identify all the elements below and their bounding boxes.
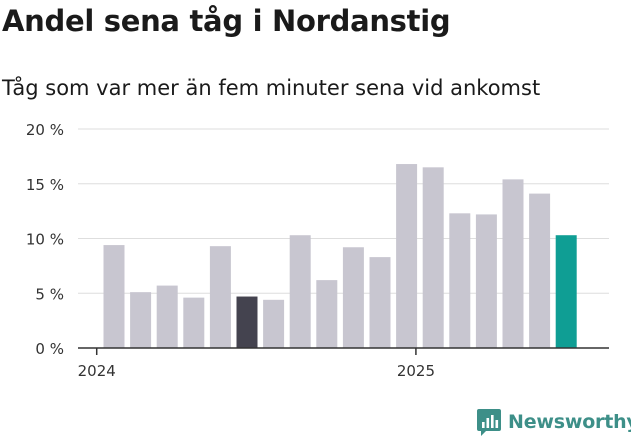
bar[interactable]: [289, 235, 311, 348]
brand-name: Newsworthy: [508, 411, 631, 433]
bar[interactable]: [103, 245, 125, 348]
newsworthy-logo-icon: [477, 409, 501, 436]
y-axis-ticks: 0 % 5 % 10 % 15 % 20 %: [26, 121, 64, 358]
bar[interactable]: [396, 164, 418, 348]
y-tick-label: 5 %: [35, 285, 64, 303]
bar[interactable]: [475, 214, 497, 348]
bar[interactable]: [449, 213, 471, 348]
bar[interactable]: [369, 257, 391, 348]
bar[interactable]: [263, 299, 285, 348]
bar[interactable]: [156, 285, 178, 348]
x-tick-label: 2024: [78, 362, 116, 380]
bar[interactable]: [183, 297, 205, 348]
bar[interactable]: [422, 167, 444, 348]
x-axis: 2024 2025: [78, 347, 609, 380]
bar[interactable]: [236, 296, 258, 348]
bar[interactable]: [342, 247, 364, 348]
bars: [103, 164, 577, 348]
bar[interactable]: [529, 193, 551, 348]
bar[interactable]: [209, 246, 231, 348]
bar[interactable]: [502, 179, 524, 348]
brand-logo[interactable]: Newsworthy: [476, 407, 631, 437]
y-tick-label: 15 %: [26, 176, 64, 194]
bar[interactable]: [130, 292, 152, 348]
chart-subtitle: Tåg som var mer än fem minuter sena vid …: [2, 76, 541, 100]
y-tick-label: 10 %: [26, 231, 64, 249]
y-tick-label: 20 %: [26, 121, 64, 139]
bar[interactable]: [316, 280, 338, 348]
x-tick-label: 2025: [397, 362, 435, 380]
y-tick-label: 0 %: [35, 340, 64, 358]
bar[interactable]: [555, 235, 577, 348]
page-title: Andel sena tåg i Nordanstig: [2, 4, 451, 38]
